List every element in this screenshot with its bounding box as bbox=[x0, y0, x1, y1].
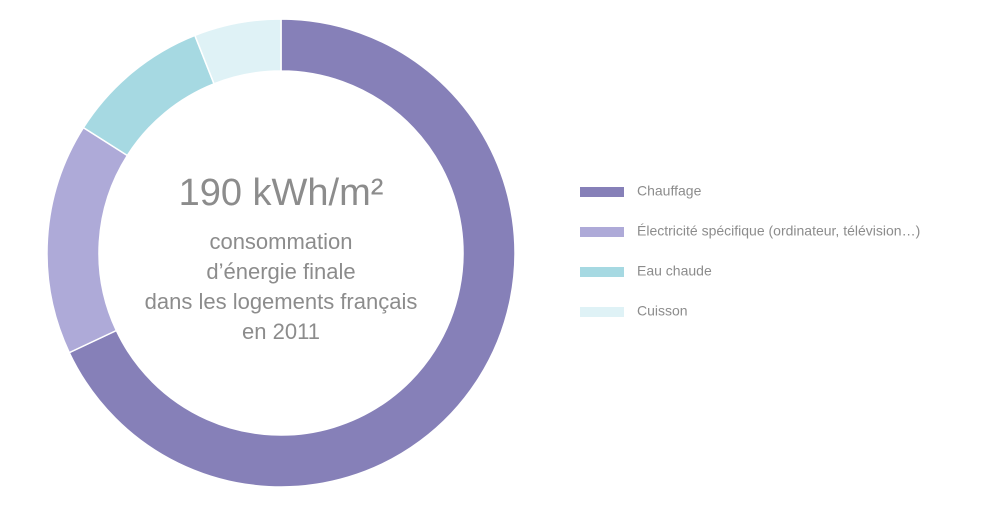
center-subtitle: dans les logements français bbox=[145, 289, 418, 314]
donut-segment bbox=[46, 126, 129, 354]
legend-label: Chauffage bbox=[637, 183, 702, 199]
center-subtitle: consommation bbox=[209, 229, 352, 254]
center-title: 190 kWh/m² bbox=[179, 172, 384, 214]
legend-swatch bbox=[580, 307, 624, 317]
legend-label: Eau chaude bbox=[637, 263, 712, 279]
donut-segment bbox=[82, 34, 215, 157]
legend-swatch bbox=[580, 227, 624, 237]
donut-segment bbox=[193, 18, 282, 85]
center-subtitle: d’énergie finale bbox=[206, 259, 355, 284]
center-subtitle: en 2011 bbox=[242, 319, 320, 344]
legend-label: Cuisson bbox=[637, 303, 688, 319]
legend-label: Électricité spécifique (ordinateur, télé… bbox=[637, 223, 920, 239]
legend-swatch bbox=[580, 267, 624, 277]
legend-swatch bbox=[580, 187, 624, 197]
donut-segment bbox=[68, 18, 516, 488]
